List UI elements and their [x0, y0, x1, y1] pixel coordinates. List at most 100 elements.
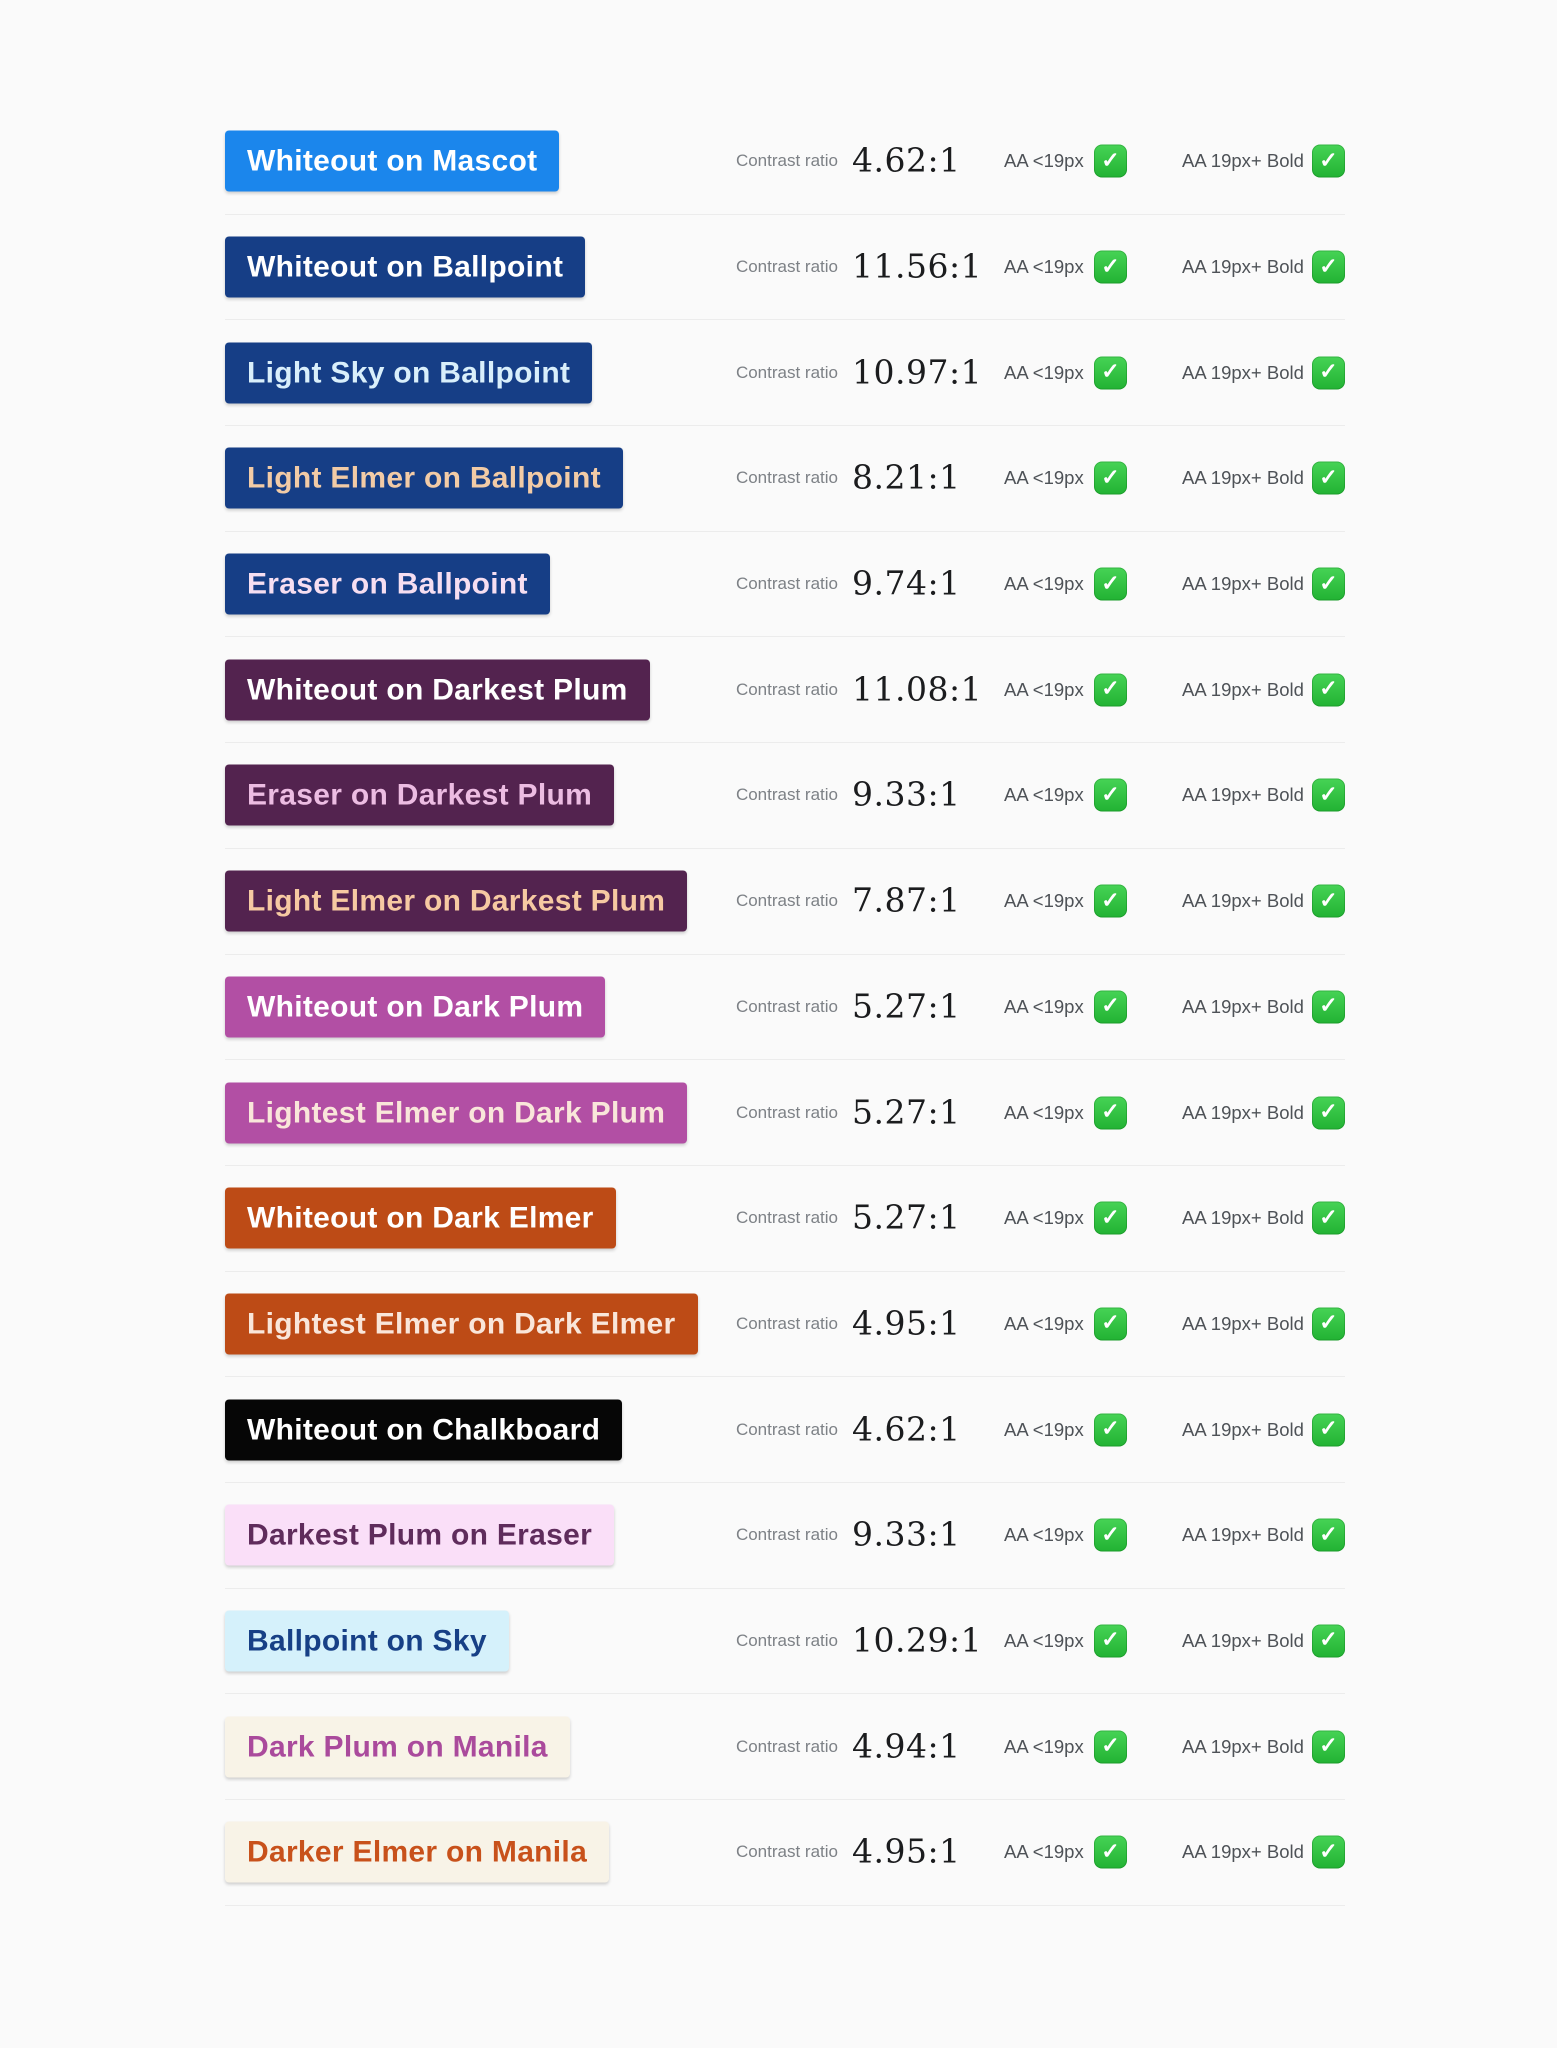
- aa-small-label: AA <19px: [1004, 890, 1084, 912]
- aa-large-label: AA 19px+ Bold: [1182, 1524, 1304, 1546]
- contrast-row: Darker Elmer on Manila Contrast ratio 4.…: [225, 1800, 1345, 1906]
- aa-large-check-icon: ✓: [1312, 567, 1345, 601]
- aa-large-label: AA 19px+ Bold: [1182, 784, 1304, 806]
- aa-large-check-icon: ✓: [1312, 778, 1345, 812]
- aa-large-label: AA 19px+ Bold: [1182, 1418, 1304, 1440]
- color-swatch: Darkest Plum on Eraser: [225, 1504, 615, 1566]
- color-swatch: Eraser on Darkest Plum: [225, 764, 615, 826]
- contrast-ratio-label: Contrast ratio: [735, 1419, 838, 1439]
- color-swatch: Whiteout on Chalkboard: [225, 1399, 623, 1461]
- color-swatch: Darker Elmer on Manila: [225, 1821, 610, 1883]
- aa-large-label: AA 19px+ Bold: [1182, 573, 1304, 595]
- aa-large-label: AA 19px+ Bold: [1182, 678, 1304, 700]
- check-tick-glyph: ✓: [1101, 1838, 1120, 1864]
- contrast-row: Ballpoint on Sky Contrast ratio 10.29:1 …: [225, 1589, 1345, 1695]
- aa-large-check-icon: ✓: [1312, 1201, 1345, 1235]
- aa-large-label: AA 19px+ Bold: [1182, 467, 1304, 489]
- aa-large-label: AA 19px+ Bold: [1182, 890, 1304, 912]
- contrast-ratio-label: Contrast ratio: [735, 1208, 838, 1228]
- contrast-ratio-value: 4.62:1: [852, 1409, 961, 1449]
- contrast-ratio-value: 4.95:1: [852, 1832, 961, 1872]
- contrast-ratio-value: 9.33:1: [852, 1515, 961, 1555]
- aa-small-label: AA <19px: [1004, 467, 1084, 489]
- contrast-ratio-value: 5.27:1: [852, 986, 961, 1026]
- check-tick-glyph: ✓: [1101, 1732, 1120, 1758]
- contrast-ratio-value: 9.33:1: [852, 775, 961, 815]
- aa-small-label: AA <19px: [1004, 573, 1084, 595]
- aa-large-check-icon: ✓: [1312, 461, 1345, 495]
- contrast-row: Light Elmer on Ballpoint Contrast ratio …: [225, 426, 1345, 532]
- aa-small-label: AA <19px: [1004, 150, 1084, 172]
- aa-large-label: AA 19px+ Bold: [1182, 1735, 1304, 1757]
- check-tick-glyph: ✓: [1101, 887, 1120, 913]
- aa-large-label: AA 19px+ Bold: [1182, 1841, 1304, 1863]
- contrast-row: Light Elmer on Darkest Plum Contrast rat…: [225, 849, 1345, 955]
- aa-small-check-icon: ✓: [1094, 1307, 1127, 1341]
- aa-small-label: AA <19px: [1004, 361, 1084, 383]
- contrast-row: Lightest Elmer on Dark Elmer Contrast ra…: [225, 1272, 1345, 1378]
- check-tick-glyph: ✓: [1319, 147, 1338, 173]
- aa-large-check-icon: ✓: [1312, 673, 1345, 707]
- aa-small-check-icon: ✓: [1094, 778, 1127, 812]
- aa-small-label: AA <19px: [1004, 256, 1084, 278]
- contrast-ratio-value: 11.56:1: [852, 246, 983, 286]
- contrast-ratio-value: 4.95:1: [852, 1303, 961, 1343]
- check-tick-glyph: ✓: [1319, 1521, 1338, 1547]
- aa-small-check-icon: ✓: [1094, 884, 1127, 918]
- aa-small-label: AA <19px: [1004, 1207, 1084, 1229]
- contrast-ratio-value: 5.27:1: [852, 1197, 961, 1237]
- contrast-row: Whiteout on Chalkboard Contrast ratio 4.…: [225, 1377, 1345, 1483]
- check-tick-glyph: ✓: [1319, 1204, 1338, 1230]
- aa-large-check-icon: ✓: [1312, 1307, 1345, 1341]
- check-tick-glyph: ✓: [1319, 570, 1338, 596]
- check-tick-glyph: ✓: [1319, 675, 1338, 701]
- color-swatch: Lightest Elmer on Dark Elmer: [225, 1293, 698, 1355]
- aa-small-label: AA <19px: [1004, 1101, 1084, 1123]
- aa-large-check-icon: ✓: [1312, 1835, 1345, 1869]
- contrast-ratio-label: Contrast ratio: [735, 1630, 838, 1650]
- color-swatch: Dark Plum on Manila: [225, 1716, 570, 1778]
- aa-large-check-icon: ✓: [1312, 1730, 1345, 1764]
- contrast-ratio-value: 11.08:1: [852, 669, 983, 709]
- aa-small-label: AA <19px: [1004, 1524, 1084, 1546]
- aa-large-label: AA 19px+ Bold: [1182, 256, 1304, 278]
- contrast-ratio-label: Contrast ratio: [735, 1102, 838, 1122]
- check-tick-glyph: ✓: [1101, 358, 1120, 384]
- aa-large-check-icon: ✓: [1312, 1518, 1345, 1552]
- contrast-ratio-label: Contrast ratio: [735, 468, 838, 488]
- aa-large-check-icon: ✓: [1312, 990, 1345, 1024]
- contrast-row: Light Sky on Ballpoint Contrast ratio 10…: [225, 320, 1345, 427]
- aa-large-check-icon: ✓: [1312, 144, 1345, 178]
- contrast-ratio-value: 4.94:1: [852, 1726, 961, 1766]
- contrast-ratio-label: Contrast ratio: [735, 891, 838, 911]
- aa-small-label: AA <19px: [1004, 1841, 1084, 1863]
- check-tick-glyph: ✓: [1101, 1098, 1120, 1124]
- check-tick-glyph: ✓: [1101, 464, 1120, 490]
- check-tick-glyph: ✓: [1319, 358, 1338, 384]
- aa-small-check-icon: ✓: [1094, 356, 1127, 390]
- check-tick-glyph: ✓: [1101, 1521, 1120, 1547]
- contrast-ratio-value: 9.74:1: [852, 563, 961, 603]
- color-swatch: Light Elmer on Darkest Plum: [225, 870, 688, 932]
- color-swatch: Whiteout on Ballpoint: [225, 236, 586, 298]
- contrast-ratio-label: Contrast ratio: [735, 1313, 838, 1333]
- aa-large-check-icon: ✓: [1312, 1413, 1345, 1447]
- check-tick-glyph: ✓: [1319, 253, 1338, 279]
- contrast-ratio-label: Contrast ratio: [735, 1525, 838, 1545]
- check-tick-glyph: ✓: [1319, 1838, 1338, 1864]
- aa-large-check-icon: ✓: [1312, 884, 1345, 918]
- contrast-ratio-value: 4.62:1: [852, 141, 961, 181]
- check-tick-glyph: ✓: [1101, 992, 1120, 1018]
- contrast-row: Darkest Plum on Eraser Contrast ratio 9.…: [225, 1483, 1345, 1589]
- contrast-ratio-label: Contrast ratio: [735, 362, 838, 382]
- contrast-ratio-label: Contrast ratio: [735, 996, 838, 1016]
- aa-large-label: AA 19px+ Bold: [1182, 361, 1304, 383]
- contrast-row: Whiteout on Dark Plum Contrast ratio 5.2…: [225, 955, 1345, 1061]
- aa-large-check-icon: ✓: [1312, 356, 1345, 390]
- check-tick-glyph: ✓: [1101, 147, 1120, 173]
- contrast-row: Dark Plum on Manila Contrast ratio 4.94:…: [225, 1694, 1345, 1800]
- aa-large-label: AA 19px+ Bold: [1182, 1101, 1304, 1123]
- contrast-row: Lightest Elmer on Dark Plum Contrast rat…: [225, 1060, 1345, 1166]
- aa-large-label: AA 19px+ Bold: [1182, 1629, 1304, 1651]
- aa-small-label: AA <19px: [1004, 1418, 1084, 1440]
